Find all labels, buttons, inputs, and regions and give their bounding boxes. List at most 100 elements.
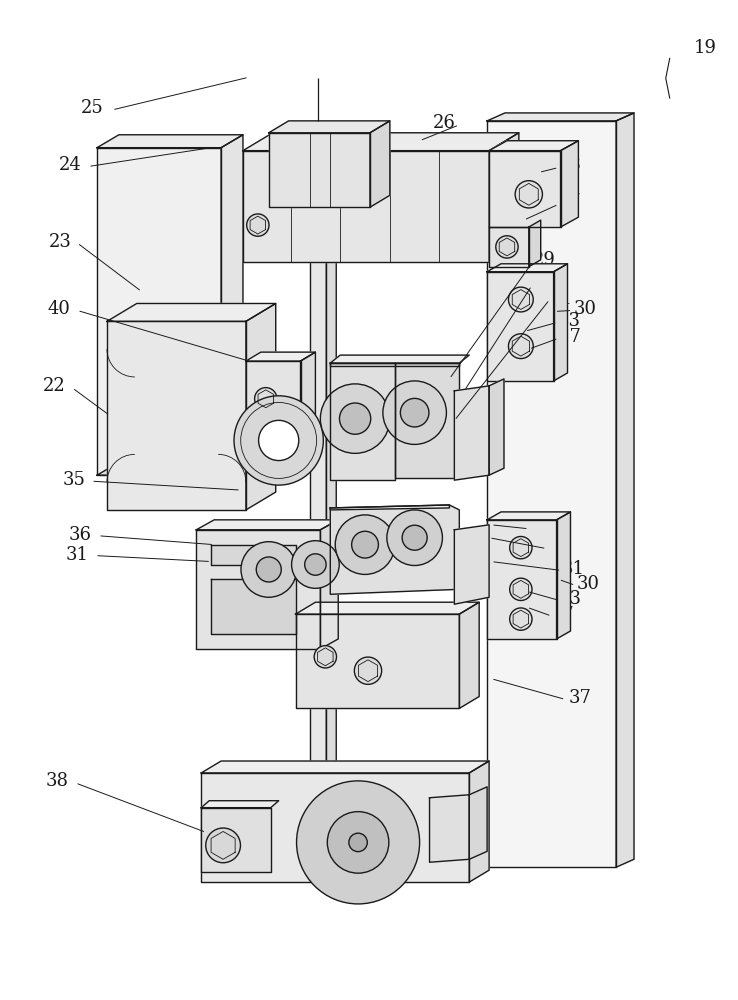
Text: 31: 31 <box>66 546 89 564</box>
Polygon shape <box>513 539 528 557</box>
Text: 31: 31 <box>562 560 585 578</box>
Polygon shape <box>221 135 243 475</box>
Circle shape <box>510 578 532 600</box>
Polygon shape <box>107 321 246 510</box>
Circle shape <box>351 531 379 558</box>
Polygon shape <box>269 133 370 207</box>
Text: 19: 19 <box>694 39 717 57</box>
Polygon shape <box>317 648 333 666</box>
Text: 26: 26 <box>433 114 456 132</box>
Polygon shape <box>243 133 519 151</box>
Polygon shape <box>331 505 449 510</box>
Polygon shape <box>243 151 489 262</box>
Circle shape <box>400 398 429 427</box>
Circle shape <box>349 833 368 852</box>
Text: 28: 28 <box>559 156 582 174</box>
Circle shape <box>402 525 427 550</box>
Circle shape <box>515 181 542 208</box>
Polygon shape <box>395 363 459 478</box>
Text: 30: 30 <box>577 575 600 593</box>
Polygon shape <box>258 390 274 408</box>
Circle shape <box>256 557 281 582</box>
Polygon shape <box>250 216 266 234</box>
Polygon shape <box>616 113 634 867</box>
Polygon shape <box>512 290 529 309</box>
Polygon shape <box>430 795 469 862</box>
Text: 27: 27 <box>559 193 582 211</box>
Polygon shape <box>489 227 529 267</box>
Polygon shape <box>487 520 556 639</box>
Circle shape <box>320 384 390 453</box>
Polygon shape <box>201 801 279 808</box>
Text: 35: 35 <box>529 519 552 537</box>
Circle shape <box>508 334 534 359</box>
Polygon shape <box>512 336 529 356</box>
Polygon shape <box>489 141 579 151</box>
Text: 33: 33 <box>558 312 581 330</box>
Polygon shape <box>97 148 221 475</box>
Circle shape <box>234 396 323 485</box>
Polygon shape <box>487 264 568 272</box>
Polygon shape <box>529 220 541 267</box>
Polygon shape <box>211 579 295 634</box>
Circle shape <box>206 828 241 863</box>
Polygon shape <box>331 363 459 366</box>
Polygon shape <box>513 610 528 628</box>
Polygon shape <box>487 272 554 381</box>
Polygon shape <box>489 379 504 475</box>
Polygon shape <box>331 363 395 480</box>
Polygon shape <box>201 808 271 872</box>
Polygon shape <box>459 602 479 708</box>
Polygon shape <box>469 761 489 882</box>
Text: 23: 23 <box>49 233 72 251</box>
Circle shape <box>510 536 532 559</box>
Circle shape <box>510 608 532 630</box>
Polygon shape <box>320 520 338 649</box>
Polygon shape <box>269 121 390 133</box>
Polygon shape <box>300 352 315 440</box>
Circle shape <box>258 420 299 461</box>
Polygon shape <box>211 545 295 565</box>
Polygon shape <box>499 238 514 256</box>
Circle shape <box>328 812 389 873</box>
Circle shape <box>354 657 382 684</box>
Polygon shape <box>196 520 338 530</box>
Text: 22: 22 <box>43 377 66 395</box>
Circle shape <box>339 403 370 434</box>
Circle shape <box>292 541 339 588</box>
Circle shape <box>241 542 297 597</box>
Polygon shape <box>455 386 489 480</box>
Polygon shape <box>201 773 469 882</box>
Circle shape <box>383 381 446 444</box>
Polygon shape <box>520 183 538 205</box>
Circle shape <box>387 510 443 566</box>
Polygon shape <box>487 512 570 520</box>
Text: 37: 37 <box>569 689 592 707</box>
Polygon shape <box>561 141 579 227</box>
Text: 30: 30 <box>574 300 597 318</box>
Text: 35: 35 <box>63 471 86 489</box>
Polygon shape <box>331 355 469 363</box>
Polygon shape <box>513 580 528 598</box>
Polygon shape <box>311 252 326 867</box>
Polygon shape <box>107 303 276 321</box>
Circle shape <box>335 515 395 574</box>
Text: 36: 36 <box>547 539 570 557</box>
Polygon shape <box>97 135 243 148</box>
Circle shape <box>297 781 420 904</box>
Circle shape <box>305 554 326 575</box>
Circle shape <box>246 214 269 236</box>
Text: 40: 40 <box>48 300 71 318</box>
Text: 36: 36 <box>532 275 555 293</box>
Circle shape <box>508 287 534 312</box>
Polygon shape <box>246 352 315 361</box>
Polygon shape <box>554 264 568 381</box>
Text: 36: 36 <box>69 526 92 544</box>
Polygon shape <box>556 512 570 639</box>
Polygon shape <box>311 246 337 252</box>
Polygon shape <box>295 602 479 614</box>
Polygon shape <box>455 525 489 604</box>
Polygon shape <box>487 121 616 867</box>
Polygon shape <box>295 614 459 708</box>
Polygon shape <box>359 660 377 682</box>
